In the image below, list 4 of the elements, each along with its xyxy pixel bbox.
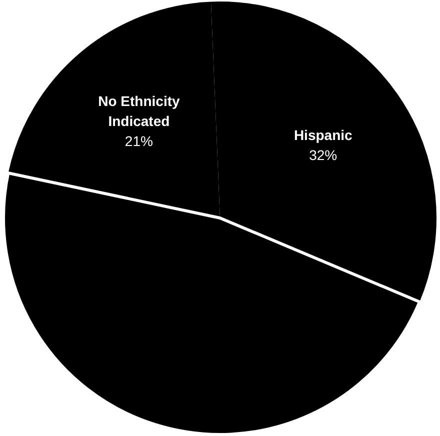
slice-label: No Ethnicity Indicated	[98, 92, 180, 129]
slice-label: Hispanic	[294, 127, 352, 144]
data-label: 32%	[309, 147, 338, 164]
data-label: 21%	[124, 132, 153, 149]
